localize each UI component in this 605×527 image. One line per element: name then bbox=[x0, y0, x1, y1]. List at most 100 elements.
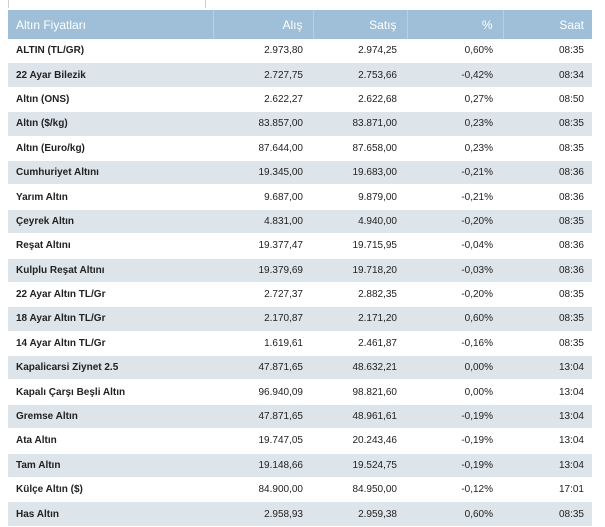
cell-name: ALTIN (TL/GR) bbox=[8, 39, 213, 64]
cell-sell: 20.243,46 bbox=[313, 428, 407, 454]
cell-buy: 2.727,75 bbox=[213, 62, 313, 88]
table-body: ALTIN (TL/GR) 2.973,80 2.974,25 0,60% 08:35 2… bbox=[8, 39, 592, 527]
cell-sell: 4.940,00 bbox=[313, 209, 407, 235]
cell-time: 08:36 bbox=[503, 184, 592, 210]
table-row[interactable]: Ata Altın 19.747,05 20.243,46 -0,19% 13:04 bbox=[8, 428, 592, 454]
cell-time: 08:36 bbox=[503, 233, 592, 259]
cell-change: 0,60% bbox=[407, 39, 503, 64]
cell-name: 22 Ayar Bilezik bbox=[8, 62, 213, 88]
cell-sell: 2.622,68 bbox=[313, 87, 407, 113]
cell-sell: 2.461,87 bbox=[313, 331, 407, 357]
gold-prices-panel: Altın Fiyatları Alış Satış % Saat ALTIN … bbox=[8, 10, 592, 527]
table-row[interactable]: Yarım Altın 9.687,00 9.879,00 -0,21% 08:36 bbox=[8, 184, 592, 210]
cell-sell: 84.950,00 bbox=[313, 477, 407, 503]
table-row[interactable]: ALTIN (TL/GR) 2.973,80 2.974,25 0,60% 08:35 bbox=[8, 39, 592, 64]
table-row[interactable]: Altın (Euro/kg) 87.644,00 87.658,00 0,23% 08… bbox=[8, 136, 592, 161]
cell-sell: 2.974,25 bbox=[313, 39, 407, 64]
cell-time: 08:35 bbox=[503, 282, 592, 308]
cell-change: -0,12% bbox=[407, 477, 503, 503]
cell-change: -0,19% bbox=[407, 453, 503, 479]
top-strip bbox=[0, 0, 605, 10]
table-row[interactable]: Gremse Altın 47.871,65 48.961,61 -0,19% 13:0… bbox=[8, 404, 592, 430]
cell-name: Kulplu Reşat Altını bbox=[8, 258, 213, 283]
table-row[interactable]: Kapalicarsi Ziynet 2.5 47.871,65 48.632,21… bbox=[8, 355, 592, 381]
header-change[interactable]: % bbox=[407, 10, 504, 39]
table-row[interactable]: Has Altın 2.958,93 2.959,38 0,60% 08:35 bbox=[8, 501, 592, 527]
cell-change: -0,04% bbox=[407, 233, 503, 259]
cell-time: 08:35 bbox=[503, 331, 592, 357]
table-row[interactable]: Çeyrek Altın 4.831,00 4.940,00 -0,20% 08:35 bbox=[8, 209, 592, 235]
cell-time: 17:01 bbox=[503, 477, 592, 503]
cell-change: 0,00% bbox=[407, 379, 503, 405]
cell-buy: 2.973,80 bbox=[213, 39, 313, 64]
cell-name: Altın ($/kg) bbox=[8, 111, 213, 137]
cell-name: Reşat Altını bbox=[8, 233, 213, 259]
cell-time: 08:35 bbox=[503, 209, 592, 235]
cell-change: -0,42% bbox=[407, 62, 503, 88]
cell-sell: 19.683,00 bbox=[313, 160, 407, 186]
cell-name: Ata Altın bbox=[8, 428, 213, 454]
table-row[interactable]: Külçe Altın ($) 84.900,00 84.950,00 -0,12% 1… bbox=[8, 477, 592, 503]
cell-change: -0,19% bbox=[407, 404, 503, 430]
cell-sell: 19.524,75 bbox=[313, 453, 407, 479]
cell-name: Kapalicarsi Ziynet 2.5 bbox=[8, 355, 213, 381]
table-row[interactable]: Altın ($/kg) 83.857,00 83.871,00 0,23% 08:35 bbox=[8, 111, 592, 137]
table-row[interactable]: Kulplu Reşat Altını 19.379,69 19.718,20 -0,… bbox=[8, 258, 592, 283]
cell-change: -0,20% bbox=[407, 209, 503, 235]
table-row[interactable]: 18 Ayar Altın TL/Gr 2.170,87 2.171,20 0,60%… bbox=[8, 306, 592, 332]
table-row[interactable]: 22 Ayar Bilezik 2.727,75 2.753,66 -0,42% 08:… bbox=[8, 62, 592, 88]
cell-sell: 48.961,61 bbox=[313, 404, 407, 430]
cell-sell: 2.959,38 bbox=[313, 501, 407, 527]
table-header: Altın Fiyatları Alış Satış % Saat bbox=[8, 10, 592, 39]
cell-time: 08:35 bbox=[503, 111, 592, 137]
cell-name: Cumhuriyet Altını bbox=[8, 160, 213, 186]
cell-sell: 98.821,60 bbox=[313, 379, 407, 405]
cell-buy: 2.958,93 bbox=[213, 501, 313, 527]
cell-buy: 19.747,05 bbox=[213, 428, 313, 454]
cell-time: 08:36 bbox=[503, 160, 592, 186]
cell-sell: 2.753,66 bbox=[313, 62, 407, 88]
table-row[interactable]: Cumhuriyet Altını 19.345,00 19.683,00 -0,21… bbox=[8, 160, 592, 186]
cell-name: Has Altın bbox=[8, 501, 213, 527]
cell-name: Gremse Altın bbox=[8, 404, 213, 430]
table-row[interactable]: Reşat Altını 19.377,47 19.715,95 -0,04% 08:3… bbox=[8, 233, 592, 259]
cell-buy: 2.622,27 bbox=[213, 87, 313, 113]
cell-sell: 9.879,00 bbox=[313, 184, 407, 210]
cell-sell: 2.882,35 bbox=[313, 282, 407, 308]
table-row[interactable]: 14 Ayar Altın TL/Gr 1.619,61 2.461,87 -0,16… bbox=[8, 331, 592, 357]
cell-name: 14 Ayar Altın TL/Gr bbox=[8, 331, 213, 357]
cell-change: 0,60% bbox=[407, 501, 503, 527]
cell-sell: 19.718,20 bbox=[313, 258, 407, 283]
cell-name: 22 Ayar Altın TL/Gr bbox=[8, 282, 213, 308]
cell-change: -0,16% bbox=[407, 331, 503, 357]
cell-time: 08:35 bbox=[503, 501, 592, 527]
header-time[interactable]: Saat bbox=[503, 10, 592, 39]
cell-time: 13:04 bbox=[503, 404, 592, 430]
header-buy[interactable]: Alış bbox=[213, 10, 314, 39]
cell-time: 08:35 bbox=[503, 136, 592, 161]
cell-buy: 87.644,00 bbox=[213, 136, 313, 161]
cell-time: 08:36 bbox=[503, 258, 592, 283]
cell-buy: 83.857,00 bbox=[213, 111, 313, 137]
cell-change: -0,19% bbox=[407, 428, 503, 454]
cell-time: 13:04 bbox=[503, 379, 592, 405]
table-row[interactable]: Altın (ONS) 2.622,27 2.622,68 0,27% 08:50 bbox=[8, 87, 592, 113]
cell-change: 0,00% bbox=[407, 355, 503, 381]
cell-name: Yarım Altın bbox=[8, 184, 213, 210]
cell-buy: 84.900,00 bbox=[213, 477, 313, 503]
cell-sell: 2.171,20 bbox=[313, 306, 407, 332]
cell-change: -0,21% bbox=[407, 184, 503, 210]
cell-change: 0,23% bbox=[407, 136, 503, 161]
table-row[interactable]: Kapalı Çarşı Beşli Altın 96.940,09 98.821,… bbox=[8, 379, 592, 405]
cell-buy: 2.727,37 bbox=[213, 282, 313, 308]
table-row[interactable]: 22 Ayar Altın TL/Gr 2.727,37 2.882,35 -0,20… bbox=[8, 282, 592, 308]
header-sell[interactable]: Satış bbox=[313, 10, 408, 39]
cell-name: Kapalı Çarşı Beşli Altın bbox=[8, 379, 213, 405]
cell-name: Altın (Euro/kg) bbox=[8, 136, 213, 161]
cell-sell: 48.632,21 bbox=[313, 355, 407, 381]
table-row[interactable]: Tam Altın 19.148,66 19.524,75 -0,19% 13:04 bbox=[8, 453, 592, 479]
header-name[interactable]: Altın Fiyatları bbox=[8, 10, 214, 39]
cell-buy: 19.345,00 bbox=[213, 160, 313, 186]
cell-buy: 2.170,87 bbox=[213, 306, 313, 332]
cell-change: -0,20% bbox=[407, 282, 503, 308]
